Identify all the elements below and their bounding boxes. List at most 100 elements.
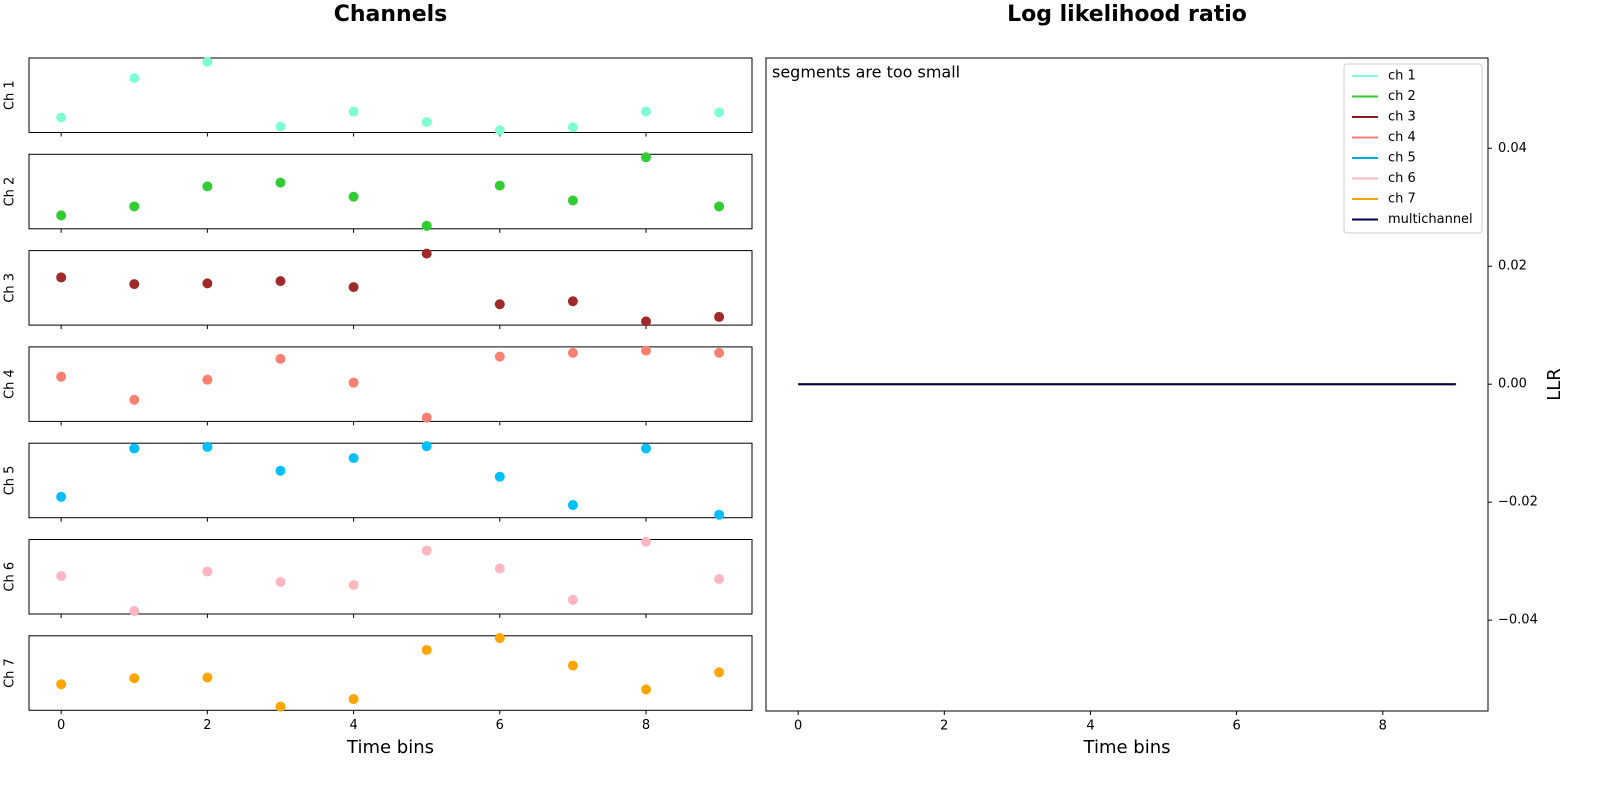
y-tick-label: 0.00 — [1498, 377, 1527, 392]
scatter-point — [494, 180, 505, 191]
scatter-point — [348, 106, 359, 117]
scatter-point — [202, 181, 213, 192]
scatter-point — [348, 377, 359, 388]
legend-label: ch 6 — [1388, 171, 1416, 186]
x-tick-label: 0 — [57, 718, 65, 733]
subplot-frame — [28, 153, 753, 230]
subplot-frame — [28, 442, 753, 519]
scatter-point — [275, 353, 286, 364]
y-axis-label: LLR — [1544, 368, 1565, 401]
scatter-point — [640, 106, 651, 117]
scatter-point — [494, 563, 505, 574]
scatter-point — [202, 566, 213, 577]
y-axis-label: Ch 3 — [3, 273, 18, 303]
chart-title: Channels — [334, 2, 448, 27]
x-axis-label: Time bins — [346, 737, 434, 758]
scatter-point — [640, 536, 651, 547]
scatter-point — [567, 500, 578, 511]
scatter-point — [56, 272, 67, 283]
scatter-point — [275, 121, 286, 132]
scatter-point — [567, 660, 578, 671]
scatter-point — [421, 644, 432, 655]
x-tick-label: 4 — [1086, 719, 1094, 734]
x-tick-label: 0 — [794, 719, 802, 734]
scatter-point — [714, 107, 725, 118]
y-tick-label: 0.04 — [1498, 141, 1527, 156]
subplot-frame — [28, 346, 753, 422]
scatter-point — [202, 56, 213, 67]
scatter-point — [129, 201, 140, 212]
scatter-point — [275, 276, 286, 287]
scatter-point — [202, 374, 213, 385]
scatter-point — [567, 594, 578, 605]
scatter-point — [56, 571, 67, 582]
scatter-point — [348, 694, 359, 705]
y-axis-label: Ch 1 — [3, 80, 18, 110]
x-tick-label: 8 — [1379, 719, 1387, 734]
x-tick-label: 2 — [940, 719, 948, 734]
scatter-point — [129, 73, 140, 84]
subplot-frame — [28, 539, 753, 615]
scatter-point — [421, 412, 432, 423]
scatter-point — [421, 220, 432, 231]
legend-label: ch 2 — [1388, 89, 1416, 104]
scatter-point — [421, 117, 432, 128]
scatter-point — [129, 606, 140, 617]
y-axis-label: Ch 2 — [3, 177, 18, 207]
scatter-point — [714, 573, 725, 584]
subplot-frame — [28, 57, 753, 133]
scatter-point — [714, 347, 725, 358]
y-tick-label: −0.02 — [1498, 495, 1538, 510]
scatter-point — [714, 201, 725, 212]
scatter-point — [714, 311, 725, 322]
chart-title: Log likelihood ratio — [1007, 2, 1247, 27]
scatter-point — [494, 125, 505, 136]
y-axis-label: Ch 4 — [3, 369, 18, 399]
y-tick-label: −0.04 — [1498, 613, 1538, 628]
scatter-point — [494, 471, 505, 482]
y-axis-label: Ch 7 — [3, 658, 18, 688]
scatter-point — [56, 112, 67, 123]
scatter-point — [494, 299, 505, 310]
x-tick-label: 4 — [349, 718, 357, 733]
x-tick-label: 8 — [642, 718, 650, 733]
scatter-point — [494, 633, 505, 644]
legend-label: ch 7 — [1388, 192, 1416, 207]
scatter-point — [275, 465, 286, 476]
scatter-point — [640, 152, 651, 163]
legend-label: ch 5 — [1388, 151, 1416, 166]
scatter-point — [56, 210, 67, 221]
scatter-point — [421, 545, 432, 556]
scatter-point — [202, 672, 213, 683]
scatter-point — [129, 394, 140, 405]
y-tick-label: 0.02 — [1498, 259, 1527, 274]
scatter-point — [567, 195, 578, 206]
scatter-point — [640, 345, 651, 356]
x-tick-label: 2 — [203, 718, 211, 733]
scatter-point — [202, 441, 213, 452]
scatter-point — [567, 122, 578, 133]
scatter-point — [56, 371, 67, 382]
legend-label: ch 3 — [1388, 110, 1416, 125]
scatter-point — [129, 279, 140, 290]
x-tick-label: 6 — [1232, 719, 1240, 734]
legend-label: ch 1 — [1388, 69, 1416, 84]
scatter-point — [494, 351, 505, 362]
legend-box — [1343, 63, 1483, 234]
scatter-point — [129, 673, 140, 684]
x-tick-label: 6 — [496, 718, 504, 733]
scatter-point — [567, 296, 578, 307]
y-axis-label: Ch 6 — [3, 562, 18, 592]
scatter-point — [275, 576, 286, 587]
scatter-point — [348, 282, 359, 293]
scatter-point — [348, 191, 359, 202]
legend-label: multichannel — [1388, 212, 1473, 227]
scatter-point — [640, 443, 651, 454]
scatter-point — [640, 684, 651, 695]
scatter-point — [275, 177, 286, 188]
annotation: segments are too small — [772, 63, 960, 82]
scatter-point — [56, 679, 67, 690]
scatter-point — [275, 701, 286, 712]
